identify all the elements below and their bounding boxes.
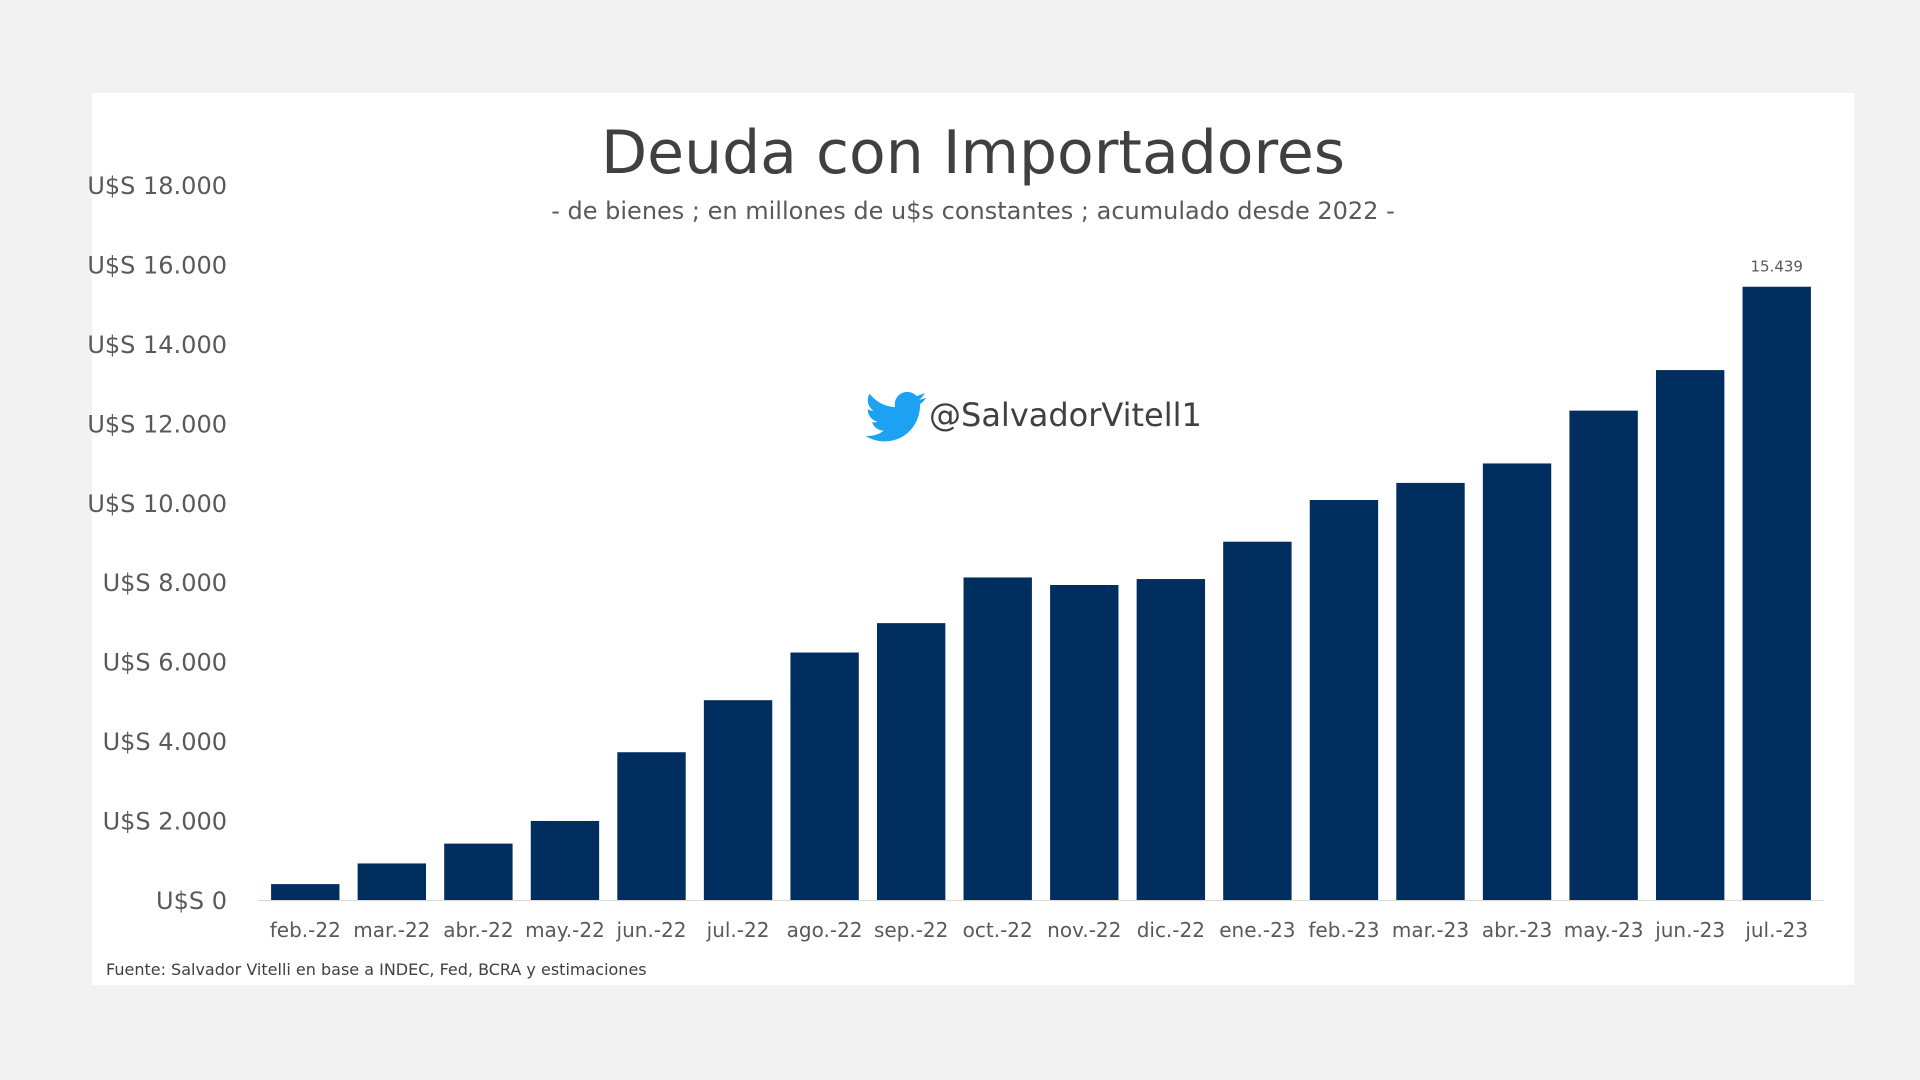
bar-ene.-23: [1223, 541, 1292, 900]
bar-abr.-22: [444, 843, 513, 900]
y-tick-label: U$S 6.000: [103, 649, 227, 677]
x-tick-label: ene.-23: [1219, 918, 1295, 942]
x-tick-label: abr.-23: [1482, 918, 1552, 942]
x-tick-label: nov.-22: [1047, 918, 1121, 942]
bar-feb.-23: [1309, 499, 1379, 900]
bar-sep.-22: [876, 623, 946, 900]
bar-abr.-23: [1482, 463, 1552, 900]
y-tick-label: U$S 16.000: [87, 251, 227, 279]
bar-jul.-22: [703, 700, 773, 900]
y-tick-label: U$S 8.000: [103, 569, 227, 597]
data-label: 15.439: [1750, 258, 1803, 276]
y-tick-label: U$S 4.000: [103, 728, 227, 756]
watermark: @SalvadorVitell1: [865, 391, 1202, 442]
x-tick-label: feb.-23: [1308, 918, 1379, 942]
chart-subtitle: - de bienes ; en millones de u$s constan…: [551, 197, 1395, 225]
x-tick-label: may.-23: [1564, 918, 1644, 942]
x-tick-label: feb.-22: [270, 918, 341, 942]
x-tick-label: jul.-23: [1744, 918, 1808, 942]
bar-may.-22: [530, 820, 600, 900]
twitter-bird-icon: [865, 391, 927, 442]
y-tick-label: U$S 10.000: [87, 490, 227, 518]
twitter-handle: @SalvadorVitell1: [929, 396, 1202, 434]
y-axis: U$S 0 U$S 2.000 U$S 4.000 U$S 6.000 U$S 8.00…: [87, 172, 227, 915]
bar-jun.-23: [1655, 370, 1725, 900]
x-tick-label: abr.-22: [443, 918, 513, 942]
bar-dic.-22: [1136, 579, 1206, 900]
x-tick-label: jun.-22: [616, 918, 687, 942]
x-tick-label: oct.-22: [963, 918, 1033, 942]
bar-jun.-22: [617, 752, 686, 900]
y-tick-label: U$S 0: [156, 887, 227, 915]
x-tick-label: mar.-22: [353, 918, 430, 942]
chart-title: Deuda con Importadores: [601, 118, 1345, 188]
y-tick-label: U$S 14.000: [87, 331, 227, 359]
x-tick-label: ago.-22: [787, 918, 863, 942]
x-tick-label: mar.-23: [1392, 918, 1469, 942]
bar-mar.-23: [1396, 482, 1465, 900]
y-tick-label: U$S 2.000: [103, 808, 227, 836]
x-tick-label: dic.-22: [1137, 918, 1205, 942]
y-tick-label: U$S 18.000: [87, 172, 227, 200]
bar-oct.-22: [963, 577, 1032, 900]
bar-may.-23: [1569, 410, 1638, 900]
bar-nov.-22: [1050, 585, 1119, 900]
bar-feb.-22: [271, 884, 340, 900]
x-axis: feb.-22 mar.-22 abr.-22 may.-22 jun.-22 jul.-…: [258, 900, 1824, 942]
source-note: Fuente: Salvador Vitelli en base a INDEC…: [106, 960, 647, 979]
x-tick-label: jun.-23: [1654, 918, 1725, 942]
x-tick-label: jul.-22: [706, 918, 770, 942]
bar-ago.-22: [790, 652, 859, 900]
bar-jul.-23: [1742, 286, 1811, 900]
bars: [271, 286, 1811, 900]
bar-mar.-22: [357, 863, 427, 900]
x-tick-label: sep.-22: [874, 918, 948, 942]
data-labels: 15.439: [1750, 258, 1803, 276]
x-tick-label: may.-22: [525, 918, 605, 942]
y-tick-label: U$S 12.000: [87, 410, 227, 438]
